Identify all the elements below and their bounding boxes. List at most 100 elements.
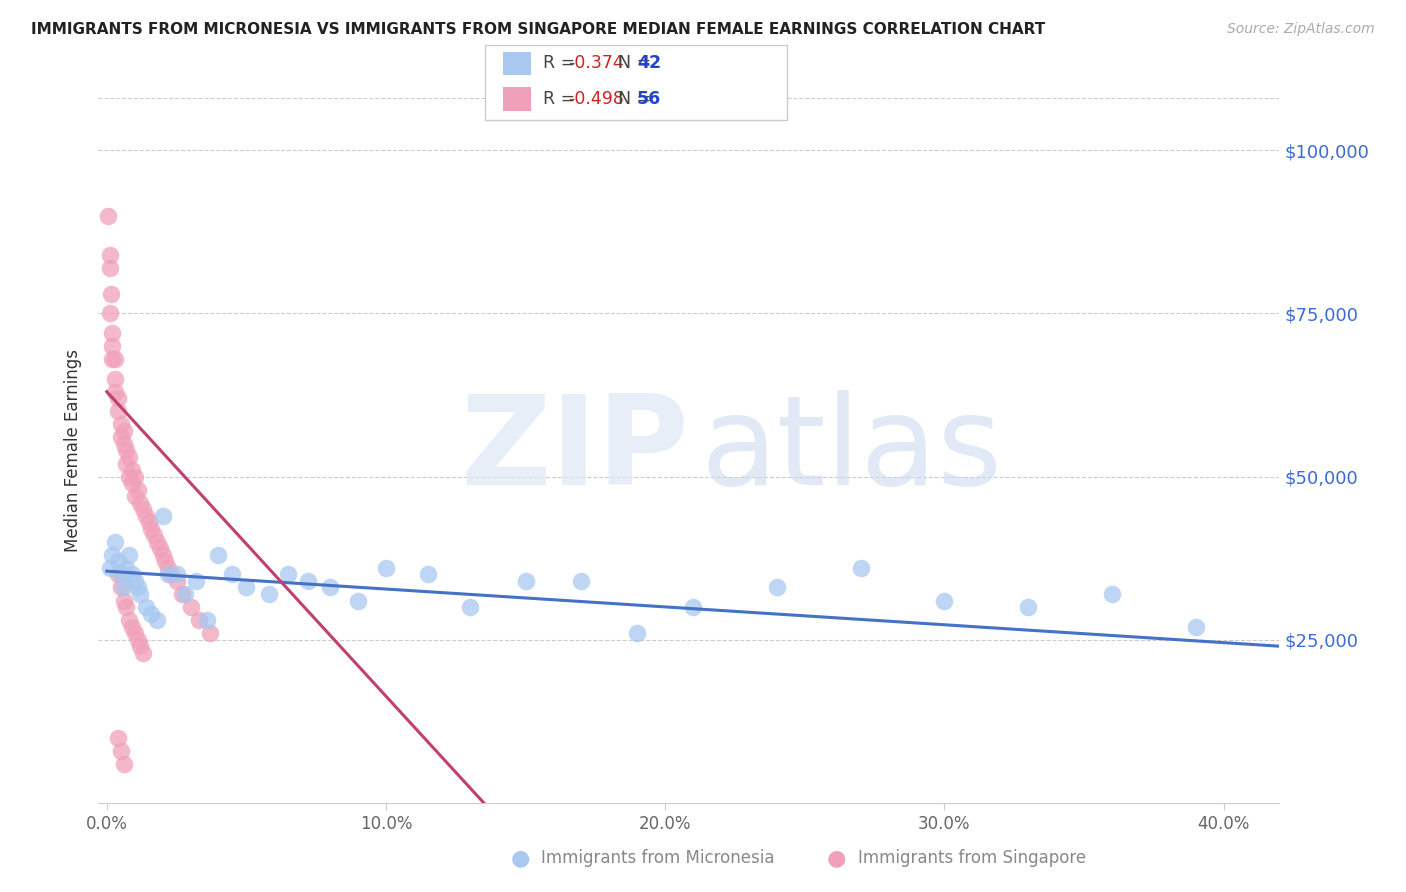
- Point: [319, 581, 342, 595]
- Point: [110, 567, 132, 582]
- Point: [107, 567, 129, 582]
- Point: [166, 567, 188, 582]
- Point: [141, 522, 163, 536]
- Point: [101, 326, 124, 340]
- Point: [207, 548, 229, 562]
- Text: Source: ZipAtlas.com: Source: ZipAtlas.com: [1227, 22, 1375, 37]
- Point: [127, 483, 149, 497]
- Text: R =: R =: [543, 90, 581, 108]
- Point: [98, 306, 121, 320]
- Point: [141, 607, 163, 621]
- Point: [104, 372, 127, 386]
- Text: IMMIGRANTS FROM MICRONESIA VS IMMIGRANTS FROM SINGAPORE MEDIAN FEMALE EARNINGS C: IMMIGRANTS FROM MICRONESIA VS IMMIGRANTS…: [31, 22, 1045, 37]
- Point: [118, 469, 141, 483]
- Point: [157, 561, 180, 575]
- Text: N =: N =: [607, 90, 657, 108]
- Y-axis label: Median Female Earnings: Median Female Earnings: [65, 349, 83, 552]
- Point: [235, 581, 257, 595]
- Text: 56: 56: [637, 90, 661, 108]
- Point: [187, 613, 209, 627]
- Point: [98, 260, 121, 275]
- Text: 42: 42: [637, 54, 661, 72]
- Text: ZIP: ZIP: [460, 390, 689, 511]
- Point: [115, 600, 138, 615]
- Text: atlas: atlas: [700, 390, 1002, 511]
- Point: [101, 352, 124, 367]
- Point: [198, 626, 221, 640]
- Point: [416, 567, 439, 582]
- Point: [115, 561, 138, 575]
- Point: [146, 534, 169, 549]
- Point: [97, 209, 120, 223]
- Point: [149, 541, 172, 556]
- Point: [180, 600, 202, 615]
- Point: [682, 600, 704, 615]
- Point: [98, 561, 121, 575]
- Point: [110, 581, 132, 595]
- Point: [347, 593, 370, 607]
- Point: [174, 587, 197, 601]
- Text: R =: R =: [543, 54, 581, 72]
- Point: [375, 561, 398, 575]
- Point: [129, 587, 152, 601]
- Point: [766, 581, 789, 595]
- Point: [571, 574, 593, 588]
- Point: [118, 613, 141, 627]
- Point: [626, 626, 648, 640]
- Point: [934, 593, 956, 607]
- Text: Immigrants from Singapore: Immigrants from Singapore: [858, 849, 1085, 867]
- Point: [107, 554, 129, 568]
- Point: [110, 417, 132, 432]
- Text: ●: ●: [510, 848, 530, 868]
- Point: [297, 574, 319, 588]
- Point: [112, 437, 135, 451]
- Point: [458, 600, 481, 615]
- Point: [104, 534, 127, 549]
- Point: [121, 567, 143, 582]
- Point: [186, 574, 208, 588]
- Point: [143, 528, 166, 542]
- Point: [132, 646, 155, 660]
- Point: [98, 248, 121, 262]
- Point: [277, 567, 299, 582]
- Text: N =: N =: [607, 54, 657, 72]
- Point: [1101, 587, 1123, 601]
- Point: [112, 756, 135, 771]
- Point: [152, 508, 174, 523]
- Text: -0.498: -0.498: [568, 90, 624, 108]
- Point: [124, 626, 146, 640]
- Text: -0.374: -0.374: [568, 54, 624, 72]
- Point: [135, 600, 157, 615]
- Point: [157, 567, 180, 582]
- Point: [221, 567, 243, 582]
- Point: [138, 515, 160, 529]
- Point: [118, 450, 141, 464]
- Point: [121, 619, 143, 633]
- Point: [124, 574, 146, 588]
- Point: [115, 457, 138, 471]
- Point: [100, 286, 122, 301]
- Point: [1184, 619, 1206, 633]
- Point: [121, 463, 143, 477]
- Point: [107, 731, 129, 745]
- Point: [849, 561, 872, 575]
- Point: [112, 424, 135, 438]
- Point: [146, 613, 169, 627]
- Point: [129, 496, 152, 510]
- Point: [118, 548, 141, 562]
- Point: [127, 581, 149, 595]
- Point: [1017, 600, 1039, 615]
- Point: [110, 430, 132, 444]
- Point: [160, 567, 183, 582]
- Point: [152, 548, 174, 562]
- Point: [132, 502, 155, 516]
- Point: [166, 574, 188, 588]
- Point: [107, 391, 129, 405]
- Point: [107, 404, 129, 418]
- Point: [104, 384, 127, 399]
- Point: [129, 639, 152, 653]
- Point: [101, 548, 124, 562]
- Point: [121, 476, 143, 491]
- Point: [195, 613, 218, 627]
- Point: [124, 489, 146, 503]
